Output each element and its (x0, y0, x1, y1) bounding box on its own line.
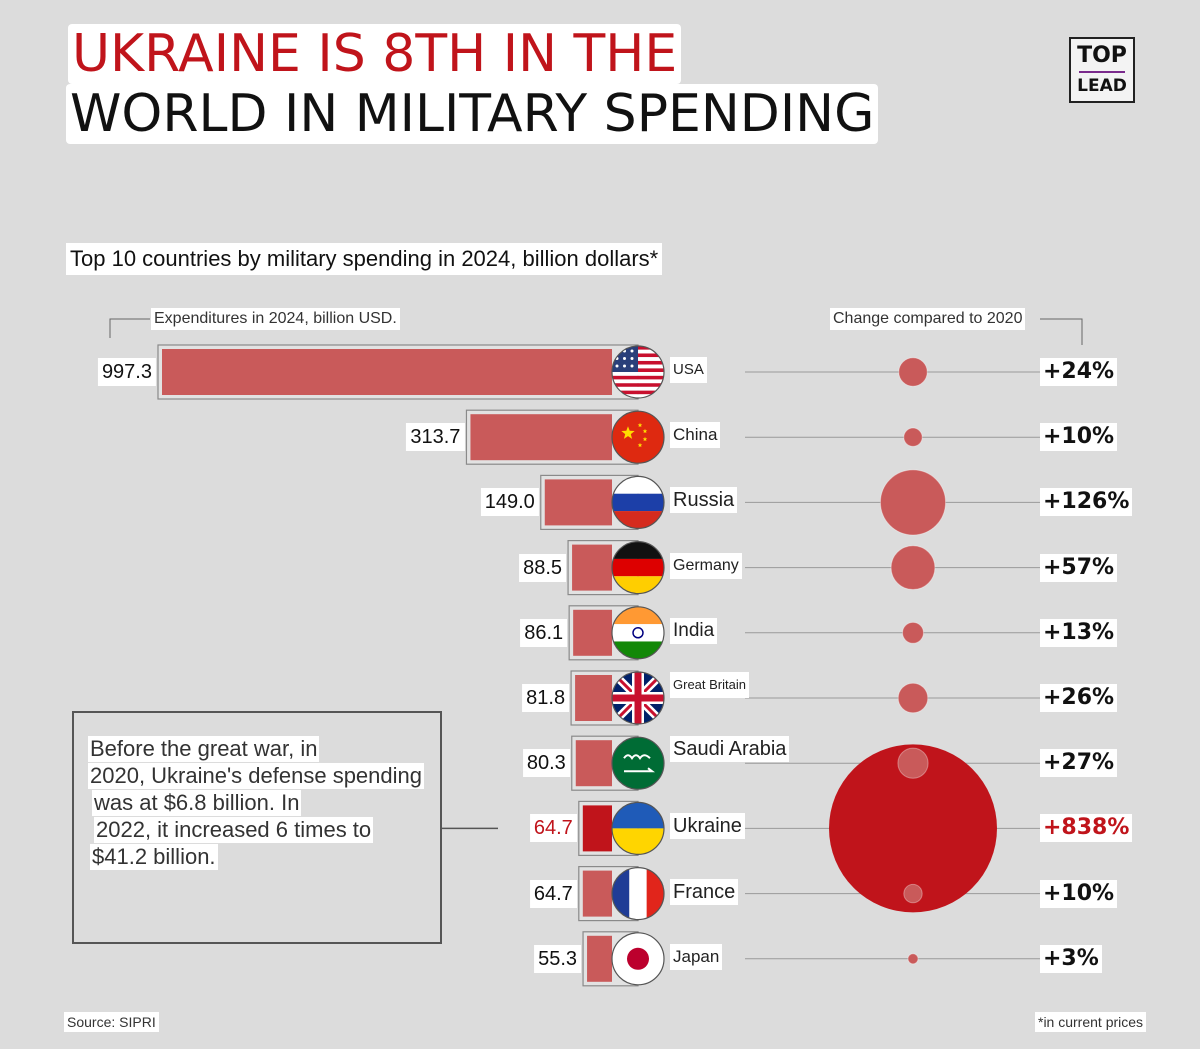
country-label: Germany (670, 552, 742, 579)
spending-bar (575, 675, 612, 721)
logo-divider (1079, 71, 1125, 73)
spending-bar (582, 805, 612, 852)
country-label: Ukraine (670, 813, 745, 840)
country-label: Russia (670, 487, 738, 514)
uk-flag-icon (611, 671, 665, 725)
title-line-1: UKRAINE IS 8TH IN THE (68, 24, 682, 84)
ukraine-flag-icon (611, 801, 665, 856)
change-bubble (907, 953, 919, 965)
change-bubble (879, 469, 947, 536)
ukraine-note-box (72, 711, 442, 944)
top-lead-logo: TOP LEAD (1069, 37, 1135, 103)
change-bubble (890, 545, 936, 591)
spending-bar (582, 870, 612, 917)
note-line-3: was at $6.8 billion. In (92, 790, 302, 816)
value-label: 313.7 (406, 423, 465, 452)
change-label: +24% (1040, 358, 1118, 386)
value-label: 80.3 (522, 749, 570, 778)
value-label: 997.3 (97, 358, 156, 386)
change-bubble (898, 357, 928, 387)
value-label: 81.8 (522, 684, 570, 712)
usa-flag-icon (611, 345, 665, 399)
country-label: Japan (670, 943, 723, 970)
change-bubble (902, 621, 924, 644)
title-line-2: WORLD IN MILITARY SPENDING (66, 84, 879, 144)
change-label: +126% (1040, 488, 1133, 517)
note-line-5: $41.2 billion. (90, 844, 218, 870)
country-label: Great Britain (670, 672, 749, 698)
logo-top-text: TOP (1077, 43, 1127, 68)
source-label: Source: SIPRI (64, 1012, 159, 1032)
spending-bar (572, 544, 612, 591)
country-label: India (670, 617, 718, 644)
saudi-flag-icon (611, 736, 665, 790)
spending-bar (587, 935, 612, 982)
country-label: China (670, 422, 721, 449)
country-label: USA (670, 357, 707, 383)
spending-bar (575, 740, 612, 787)
note-line-2: 2020, Ukraine's defense spending (88, 763, 424, 789)
change-label: +57% (1040, 553, 1118, 582)
note-line-1: Before the great war, in (88, 736, 320, 762)
change-bubble (897, 747, 929, 779)
japan-flag-icon (611, 932, 665, 986)
change-label: +26% (1040, 684, 1118, 712)
value-label: 88.5 (519, 553, 567, 582)
spending-bar (162, 349, 612, 395)
country-label: Saudi Arabia (670, 736, 790, 763)
france-flag-icon (611, 866, 665, 921)
change-label: +3% (1040, 944, 1102, 973)
change-label: +27% (1040, 749, 1118, 778)
logo-bottom-text: LEAD (1077, 76, 1127, 96)
change-bubble (829, 744, 997, 913)
column-label-change: Change compared to 2020 (830, 308, 1026, 330)
chart-subtitle: Top 10 countries by military spending in… (66, 243, 663, 275)
note-line-4: 2022, it increased 6 times to (94, 817, 374, 843)
china-flag-icon (611, 410, 665, 464)
value-label: 55.3 (534, 944, 582, 973)
change-label: +13% (1040, 618, 1118, 647)
change-bubble (897, 682, 929, 714)
india-flag-icon (611, 606, 665, 660)
germany-flag-icon (611, 540, 665, 595)
russia-flag-icon (611, 475, 665, 529)
left-bracket (109, 318, 150, 338)
change-label: +838% (1040, 814, 1133, 843)
value-label: 86.1 (520, 618, 568, 647)
country-label: France (670, 878, 739, 905)
value-label: 64.7 (529, 814, 577, 843)
spending-bar (470, 414, 612, 461)
right-bracket (1040, 318, 1083, 345)
value-label: 64.7 (529, 879, 577, 908)
value-label: 149.0 (480, 488, 539, 517)
change-bubble (903, 427, 923, 447)
price-footnote: *in current prices (1035, 1012, 1147, 1032)
change-label: +10% (1040, 423, 1118, 452)
column-label-expenditures: Expenditures in 2024, billion USD. (151, 308, 400, 330)
spending-bar (544, 479, 612, 526)
spending-bar (573, 609, 612, 656)
change-bubble (903, 883, 923, 904)
change-label: +10% (1040, 879, 1118, 908)
